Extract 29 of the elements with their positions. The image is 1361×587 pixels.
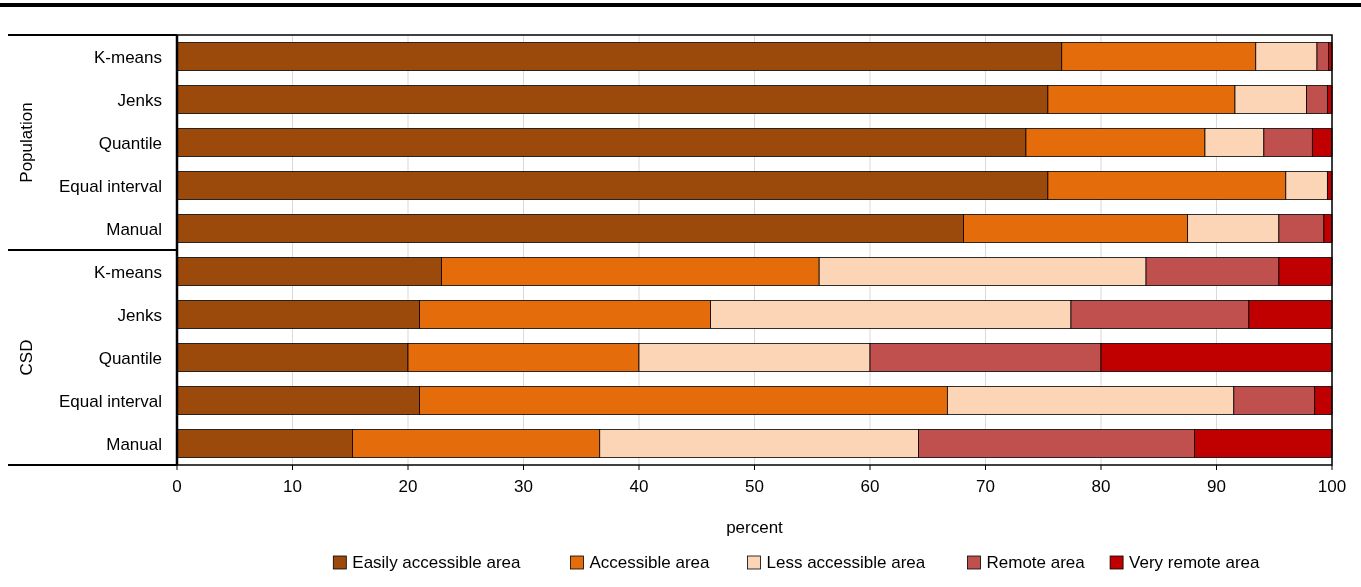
y-tick-label: Equal interval [58,391,162,411]
legend-label: Easily accessible area [352,553,522,572]
y-tick-label: Quantile [98,133,162,153]
y-tick-label: Quantile [98,348,162,368]
x-tick-label: 0 [172,477,182,496]
legend-label: Remote area [986,553,1086,572]
legend-label: Very remote area [1129,553,1261,572]
x-tick-label: 90 [1207,477,1226,496]
x-tick-label: 100 [1317,477,1347,496]
legend-label: Accessible area [589,553,711,572]
y-tick-label: Manual [106,219,162,239]
text: CSD [17,339,36,376]
x-tick-label: 10 [283,477,302,496]
x-tick-label: 80 [1091,477,1111,496]
x-tick-label: 30 [514,477,533,496]
y-tick-label: Jenks [117,90,162,110]
legend-label: Less accessible area [766,553,926,572]
x-tick-label: 70 [976,477,995,496]
y-tick-label: K-means [93,262,162,282]
y-tick-label: Jenks [117,305,162,325]
x-tick-label: 50 [745,477,764,496]
y-tick-label: Equal interval [58,176,162,196]
text: Population [17,102,36,183]
y-tick-label: Manual [106,434,162,454]
x-tick-label: 60 [860,477,880,496]
x-axis-title: percent [726,518,784,537]
y-tick-label: K-means [93,47,162,67]
x-tick-label: 40 [629,477,649,496]
x-tick-label: 20 [398,477,418,496]
